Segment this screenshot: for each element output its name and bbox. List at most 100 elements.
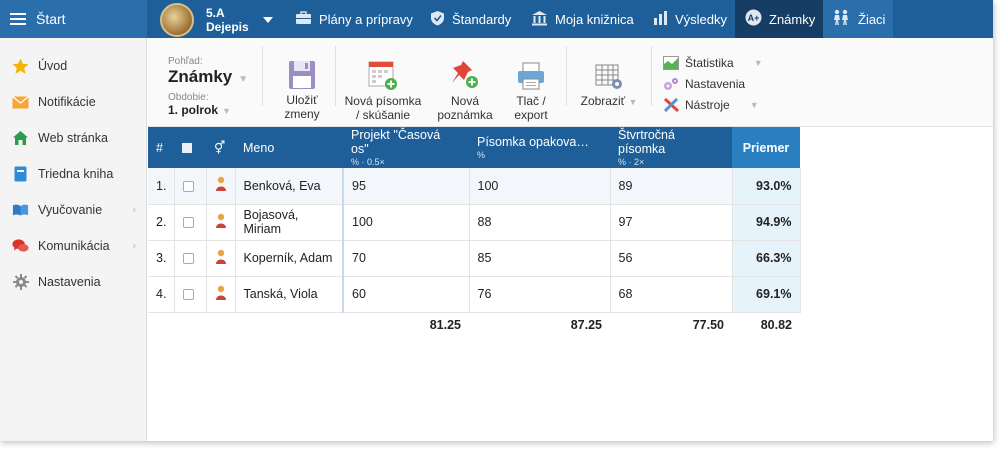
header-average[interactable]: Priemer bbox=[732, 127, 800, 168]
grades-table: # ⚥ Meno Projekt "Časová os"% · 0.5× Pís… bbox=[148, 127, 801, 338]
statistics-menu[interactable]: Štatistika ▼ bbox=[663, 52, 763, 73]
hamburger-icon bbox=[10, 13, 26, 25]
row-select[interactable] bbox=[174, 240, 207, 277]
row-gender bbox=[206, 168, 236, 205]
row-checkbox[interactable] bbox=[182, 253, 194, 265]
save-changes-button[interactable]: Uložiť zmeny bbox=[274, 56, 330, 121]
row-select[interactable] bbox=[174, 204, 207, 241]
table-row[interactable]: 4. Tanská, Viola 60 76 68 69.1% bbox=[148, 276, 801, 313]
grade-cell[interactable]: 68 bbox=[610, 276, 733, 313]
row-checkbox[interactable] bbox=[182, 217, 194, 229]
sidebar-item-label: Vyučovanie bbox=[38, 203, 103, 217]
toolbar-divider bbox=[262, 46, 263, 106]
select-all-checkbox[interactable] bbox=[182, 143, 192, 154]
period-label: Obdobie: bbox=[168, 92, 209, 103]
nav-standards[interactable]: Štandardy bbox=[430, 0, 511, 38]
grade-cell[interactable]: 76 bbox=[469, 276, 611, 313]
overall-average: 80.82 bbox=[760, 318, 792, 333]
student-name[interactable]: Tanská, Viola bbox=[235, 276, 344, 313]
header-select-all[interactable] bbox=[174, 127, 206, 168]
sidebar-item-label: Komunikácia bbox=[38, 239, 110, 253]
student-name[interactable]: Bojasová, Miriam bbox=[235, 204, 344, 241]
print-label-2: export bbox=[514, 108, 548, 122]
sidebar-item-label: Web stránka bbox=[38, 131, 108, 145]
table-footer-row: 81.25 87.25 77.50 80.82 bbox=[148, 312, 800, 338]
bar-chart-icon bbox=[653, 10, 668, 28]
new-test-button[interactable]: Nová písomka / skúšanie bbox=[342, 57, 424, 122]
grade-cell[interactable]: 70 bbox=[342, 240, 470, 277]
sidebar-item-label: Úvod bbox=[38, 59, 68, 73]
tools-menu[interactable]: Nástroje ▼ bbox=[663, 94, 763, 115]
table-row[interactable]: 3. Koperník, Adam 70 85 56 66.3% bbox=[148, 240, 801, 277]
average-cell: 66.3% bbox=[732, 240, 801, 277]
display-button[interactable]: Zobraziť ▼ bbox=[574, 57, 644, 109]
new-note-button[interactable]: Nová poznámka bbox=[434, 57, 496, 122]
settings-label: Nastavenia bbox=[685, 76, 746, 91]
class-code: 5.A bbox=[206, 6, 225, 20]
student-name[interactable]: Koperník, Adam bbox=[235, 240, 344, 277]
table-row[interactable]: 2. Bojasová, Miriam 100 88 97 94.9% bbox=[148, 204, 801, 241]
home-icon bbox=[12, 130, 29, 147]
calendar-add-icon bbox=[342, 57, 424, 91]
nav-students[interactable]: Žiaci bbox=[823, 0, 894, 38]
pin-add-icon bbox=[434, 57, 496, 91]
sidebar-item-nastavenia[interactable]: Nastavenia bbox=[0, 264, 146, 300]
grade-cell[interactable]: 97 bbox=[610, 204, 733, 241]
student-name[interactable]: Benková, Eva bbox=[235, 168, 344, 205]
grid-settings-icon bbox=[574, 57, 644, 91]
sidebar-item-uvod[interactable]: Úvod bbox=[0, 48, 146, 84]
view-selector[interactable]: Známky ▼ bbox=[168, 67, 248, 87]
row-gender bbox=[206, 276, 236, 313]
nav-results[interactable]: Výsledky bbox=[653, 0, 727, 38]
grade-cell[interactable]: 100 bbox=[342, 204, 470, 241]
library-icon bbox=[531, 10, 548, 29]
nav-students-label: Žiaci bbox=[858, 11, 886, 27]
grade-cell[interactable]: 56 bbox=[610, 240, 733, 277]
chevron-down-icon: ▼ bbox=[222, 106, 231, 116]
grade-cell[interactable]: 88 bbox=[469, 204, 611, 241]
print-export-button[interactable]: Tlač / export bbox=[506, 57, 556, 122]
row-checkbox[interactable] bbox=[182, 289, 194, 301]
header-column-1[interactable]: Projekt "Časová os"% · 0.5× bbox=[343, 127, 469, 168]
tools-icon bbox=[663, 97, 679, 112]
student-icon bbox=[215, 249, 227, 268]
sidebar-item-notifikacie[interactable]: Notifikácie bbox=[0, 84, 146, 120]
nav-standards-label: Štandardy bbox=[452, 11, 512, 27]
new-test-label-1: Nová písomka bbox=[344, 94, 422, 108]
header-column-3[interactable]: Štvrtročná písomka% · 2× bbox=[610, 127, 732, 168]
sidebar-item-web[interactable]: Web stránka bbox=[0, 120, 146, 156]
sidebar-item-komunikacia[interactable]: Komunikácia › bbox=[0, 228, 146, 264]
nav-plans[interactable]: Plány a prípravy bbox=[295, 0, 413, 38]
sidebar-item-vyucovanie[interactable]: Vyučovanie › bbox=[0, 192, 146, 228]
class-subject: Dejepis bbox=[206, 20, 249, 34]
toolbar-menu-list: Štatistika ▼ Nastavenia Nástroje ▼ bbox=[663, 52, 763, 115]
table-row[interactable]: 1. Benková, Eva 95 100 89 93.0% bbox=[148, 168, 801, 205]
view-value: Známky bbox=[168, 67, 233, 86]
class-selector[interactable]: 5.A Dejepis bbox=[160, 3, 273, 37]
header-gender[interactable]: ⚥ bbox=[206, 127, 235, 168]
chevron-down-icon: ▼ bbox=[238, 74, 249, 85]
row-select[interactable] bbox=[174, 276, 207, 313]
start-menu-button[interactable]: Štart bbox=[0, 0, 147, 38]
nav-plans-label: Plány a prípravy bbox=[319, 11, 413, 27]
period-selector[interactable]: 1. polrok ▼ bbox=[168, 103, 231, 117]
grade-cell[interactable]: 89 bbox=[610, 168, 733, 205]
grade-cell[interactable]: 95 bbox=[342, 168, 470, 205]
settings-menu[interactable]: Nastavenia bbox=[663, 73, 763, 94]
row-gender bbox=[206, 240, 236, 277]
nav-grades-label: Známky bbox=[769, 11, 816, 27]
row-select[interactable] bbox=[174, 168, 207, 205]
header-name[interactable]: Meno bbox=[235, 127, 343, 168]
statistics-icon bbox=[663, 55, 679, 70]
nav-library[interactable]: Moja knižnica bbox=[531, 0, 634, 38]
top-navigation-bar: Štart 5.A Dejepis Plány a prípravy Štand… bbox=[0, 0, 993, 38]
display-label: Zobraziť bbox=[580, 94, 626, 108]
sidebar-item-triedna-kniha[interactable]: Triedna kniha bbox=[0, 156, 146, 192]
row-checkbox[interactable] bbox=[182, 180, 194, 192]
grade-cell[interactable]: 100 bbox=[469, 168, 611, 205]
header-column-2[interactable]: Písomka opakova…% bbox=[469, 127, 610, 168]
grade-cell[interactable]: 60 bbox=[342, 276, 470, 313]
nav-grades[interactable]: A+ Známky bbox=[735, 0, 826, 38]
grade-cell[interactable]: 85 bbox=[469, 240, 611, 277]
chevron-down-icon: ▼ bbox=[628, 97, 638, 107]
